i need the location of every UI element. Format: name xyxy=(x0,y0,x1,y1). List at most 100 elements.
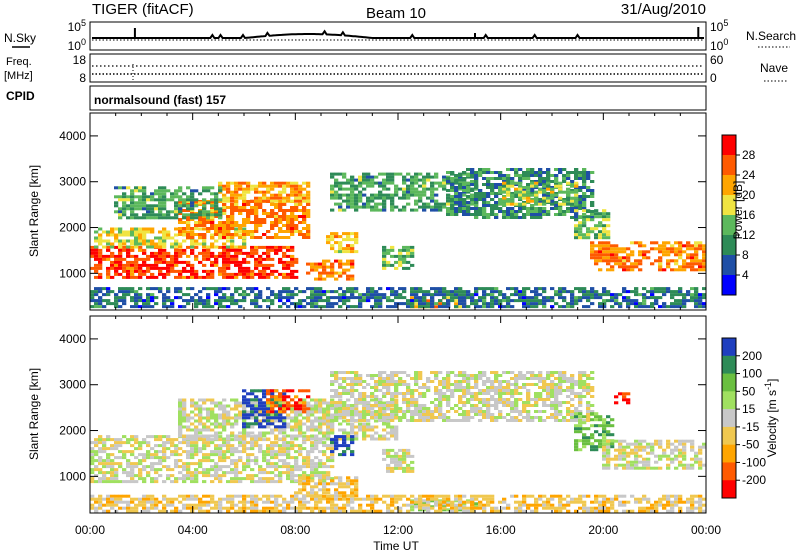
power-colorbar-label: Power [dB] xyxy=(731,181,745,240)
freq-tick-bottom: 8 xyxy=(79,71,86,85)
power-ytick-label-2: 3000 xyxy=(59,175,86,189)
velocity-cells xyxy=(90,371,707,513)
velocity-colorbar-tick-3: 15 xyxy=(742,402,756,416)
nsky-label: N.Sky xyxy=(4,31,36,45)
nave-label: Nave xyxy=(760,61,788,75)
freq-frame xyxy=(89,53,707,83)
velocity-colorbar-tick-4: -15 xyxy=(742,420,760,434)
velocity-region-7 xyxy=(382,448,415,473)
cpid-label: CPID xyxy=(6,89,35,103)
nsky-tick-bottom: 100 xyxy=(68,37,86,53)
power-axis: 1000 2000 3000 4000 xyxy=(59,113,707,310)
power-colorbar-tick-2: 12 xyxy=(742,228,756,242)
velocity-colorbar-cell-0 xyxy=(722,338,736,357)
power-colorbar-cell-5 xyxy=(722,235,736,256)
velocity-panel: 1000 2000 3000 4000 Slant Range [km] 200 100… xyxy=(27,315,779,514)
power-ytick-label-1: 2000 xyxy=(59,221,86,235)
velocity-region-3 xyxy=(266,389,311,414)
freq-tick-top: 18 xyxy=(73,53,87,67)
velocity-colorbar-cell-5 xyxy=(722,426,736,446)
power-region-14 xyxy=(90,287,707,309)
radar-title: TIGER (fitACF) xyxy=(92,1,194,18)
velocity-region-4 xyxy=(330,435,355,457)
beam-label: Beam 10 xyxy=(366,5,426,22)
time-axis-label: Time UT xyxy=(373,539,419,553)
velocity-colorbar-cell-6 xyxy=(722,444,736,463)
date-label: 31/Aug/2010 xyxy=(621,1,706,18)
time-tick-1: 04:00 xyxy=(178,523,208,537)
nsky-tick-top: 105 xyxy=(68,18,86,34)
power-region-0 xyxy=(90,245,299,279)
nsearch-tick-bottom: 100 xyxy=(710,37,728,53)
power-panel: 1000 2000 3000 4000 Slant Range [km] 4 8 12 16… xyxy=(27,112,756,311)
power-ytick-label-0: 1000 xyxy=(59,266,86,280)
power-ylabel: Slant Range [km] xyxy=(27,165,41,257)
power-region-7 xyxy=(382,245,415,270)
velocity-axis: 1000 2000 3000 4000 xyxy=(59,316,707,513)
power-colorbar-tick-0: 4 xyxy=(742,268,749,282)
nsky-strip: N.Sky 105 100 105 100 N.Search xyxy=(4,18,796,53)
velocity-region-10 xyxy=(602,439,707,470)
power-region-12 xyxy=(590,241,707,272)
velocity-region-5 xyxy=(294,476,359,501)
power-colorbar-cell-3 xyxy=(722,195,736,216)
cpid-frame xyxy=(89,85,707,111)
velocity-colorbar-tick-5: -50 xyxy=(742,438,760,452)
power-region-10 xyxy=(498,181,579,206)
velocity-colorbar-tick-6: -100 xyxy=(742,455,766,469)
power-ytick-label-3: 4000 xyxy=(59,129,86,143)
nave-tick-bottom: 0 xyxy=(710,71,717,85)
time-tick-6: 00:00 xyxy=(691,523,721,537)
freq-strip: Freq. [MHz] 18 8 60 0 Nave xyxy=(4,53,788,85)
nsky-frame xyxy=(89,21,707,51)
power-colorbar: 4 8 12 16 20 24 28 xyxy=(721,134,756,296)
freq-unit-label: [MHz] xyxy=(4,70,33,82)
power-colorbar-tick-3: 16 xyxy=(742,208,756,222)
velocity-colorbar-cell-8 xyxy=(722,480,736,499)
velocity-colorbar-cell-4 xyxy=(722,409,736,428)
power-colorbar-cell-0 xyxy=(722,135,736,156)
velocity-colorbar-tick-0: 200 xyxy=(742,349,762,363)
velocity-region-6 xyxy=(330,371,595,422)
cpid-program: normalsound (fast) 157 xyxy=(94,93,226,107)
velocity-colorbar-tick-1: 100 xyxy=(742,367,762,381)
velocity-ytick-label-3: 4000 xyxy=(59,332,86,346)
nsearch-tick-top: 105 xyxy=(710,18,728,34)
velocity-region-11 xyxy=(614,392,631,405)
time-tick-0: 00:00 xyxy=(75,523,105,537)
power-colorbar-cell-2 xyxy=(722,175,736,196)
cpid-strip: CPID normalsound (fast) 157 xyxy=(6,85,707,111)
velocity-colorbar-cell-2 xyxy=(722,373,736,392)
time-tick-4: 16:00 xyxy=(486,523,516,537)
power-cells xyxy=(90,168,707,309)
velocity-ytick-label-0: 1000 xyxy=(59,469,86,483)
power-region-3 xyxy=(218,181,311,203)
velocity-region-12 xyxy=(90,494,707,513)
velocity-colorbar-tick-2: 50 xyxy=(742,384,756,398)
velocity-ylabel: Slant Range [km] xyxy=(27,368,41,460)
power-colorbar-cell-7 xyxy=(722,275,736,296)
velocity-region-9 xyxy=(574,412,615,452)
time-tick-3: 12:00 xyxy=(383,523,413,537)
velocity-ytick-label-2: 3000 xyxy=(59,378,86,392)
power-region-6 xyxy=(326,232,359,254)
time-tick-5: 20:00 xyxy=(588,523,618,537)
power-colorbar-cell-6 xyxy=(722,255,736,276)
nsky-series-line xyxy=(92,29,704,40)
power-colorbar-tick-6: 28 xyxy=(742,148,756,162)
power-colorbar-cell-4 xyxy=(722,215,736,236)
velocity-colorbar: 200 100 50 15 -15 -50 -100 -200 xyxy=(721,337,766,499)
velocity-colorbar-cell-1 xyxy=(722,355,736,375)
velocity-region-0 xyxy=(90,435,335,484)
power-colorbar-tick-4: 20 xyxy=(742,188,756,202)
power-region-11 xyxy=(574,209,611,240)
velocity-ytick-label-1: 2000 xyxy=(59,424,86,438)
nave-tick-top: 60 xyxy=(710,53,724,67)
power-colorbar-cell-1 xyxy=(722,155,736,176)
freq-label: Freq. xyxy=(6,56,32,68)
power-colorbar-tick-1: 8 xyxy=(742,248,749,262)
velocity-colorbar-label: Velocity [m s-1] xyxy=(763,379,779,458)
nsearch-label: N.Search xyxy=(746,29,796,43)
power-region-4 xyxy=(114,186,223,220)
